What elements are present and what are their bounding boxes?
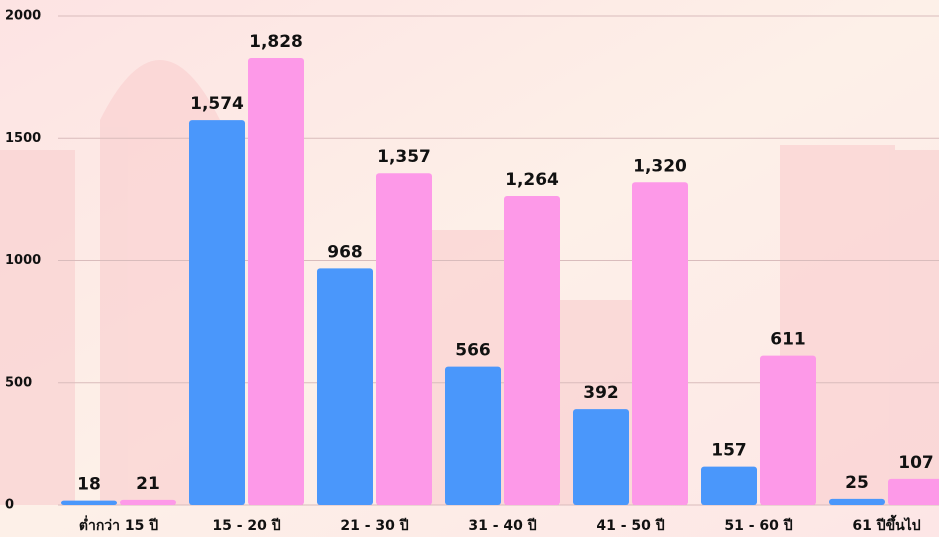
page: {"chart_data": {"type": "bar", "categori… — [0, 0, 939, 537]
value-label: 611 — [770, 330, 806, 350]
value-label: 21 — [136, 474, 160, 494]
bar — [248, 58, 304, 505]
bar — [189, 120, 245, 505]
value-label: 1,574 — [190, 94, 244, 114]
bar — [829, 499, 885, 505]
value-label: 1,320 — [633, 156, 687, 176]
bar — [120, 500, 176, 505]
bar — [632, 182, 688, 505]
value-label: 1,828 — [249, 32, 303, 52]
y-tick-label: 2000 — [5, 9, 41, 24]
bar — [61, 501, 117, 505]
x-tick-label: ต่ำกว่า 15 ปี — [79, 515, 158, 534]
y-tick-label: 0 — [5, 498, 14, 513]
y-tick-label: 500 — [5, 375, 32, 390]
bar — [317, 268, 373, 505]
bar — [760, 356, 816, 505]
bar — [888, 479, 939, 505]
value-label: 566 — [455, 341, 491, 361]
y-tick-label: 1500 — [5, 131, 41, 146]
chart: 0 500 1000 1500 2000 18 1,574 968 566 392 157 25 21 1… — [0, 0, 939, 537]
value-label: 1,264 — [505, 170, 559, 190]
value-label: 968 — [327, 242, 363, 262]
x-tick-label: 31 - 40 ปี — [468, 518, 536, 534]
bar — [504, 196, 560, 505]
x-tick-label: 21 - 30 ปี — [340, 518, 408, 534]
x-tick-label: 15 - 20 ปี — [212, 518, 280, 534]
bar — [701, 467, 757, 505]
bar — [445, 367, 501, 505]
bar — [376, 173, 432, 505]
value-label: 107 — [898, 453, 934, 473]
bar — [573, 409, 629, 505]
x-tick-label: 51 - 60 ปี — [724, 518, 792, 534]
value-label: 392 — [583, 383, 619, 403]
y-tick-label: 1000 — [5, 253, 41, 268]
value-label: 157 — [711, 441, 747, 461]
value-label: 25 — [845, 473, 869, 493]
value-label: 18 — [77, 475, 101, 495]
value-label: 1,357 — [377, 147, 431, 167]
x-tick-label: 41 - 50 ปี — [596, 518, 664, 534]
